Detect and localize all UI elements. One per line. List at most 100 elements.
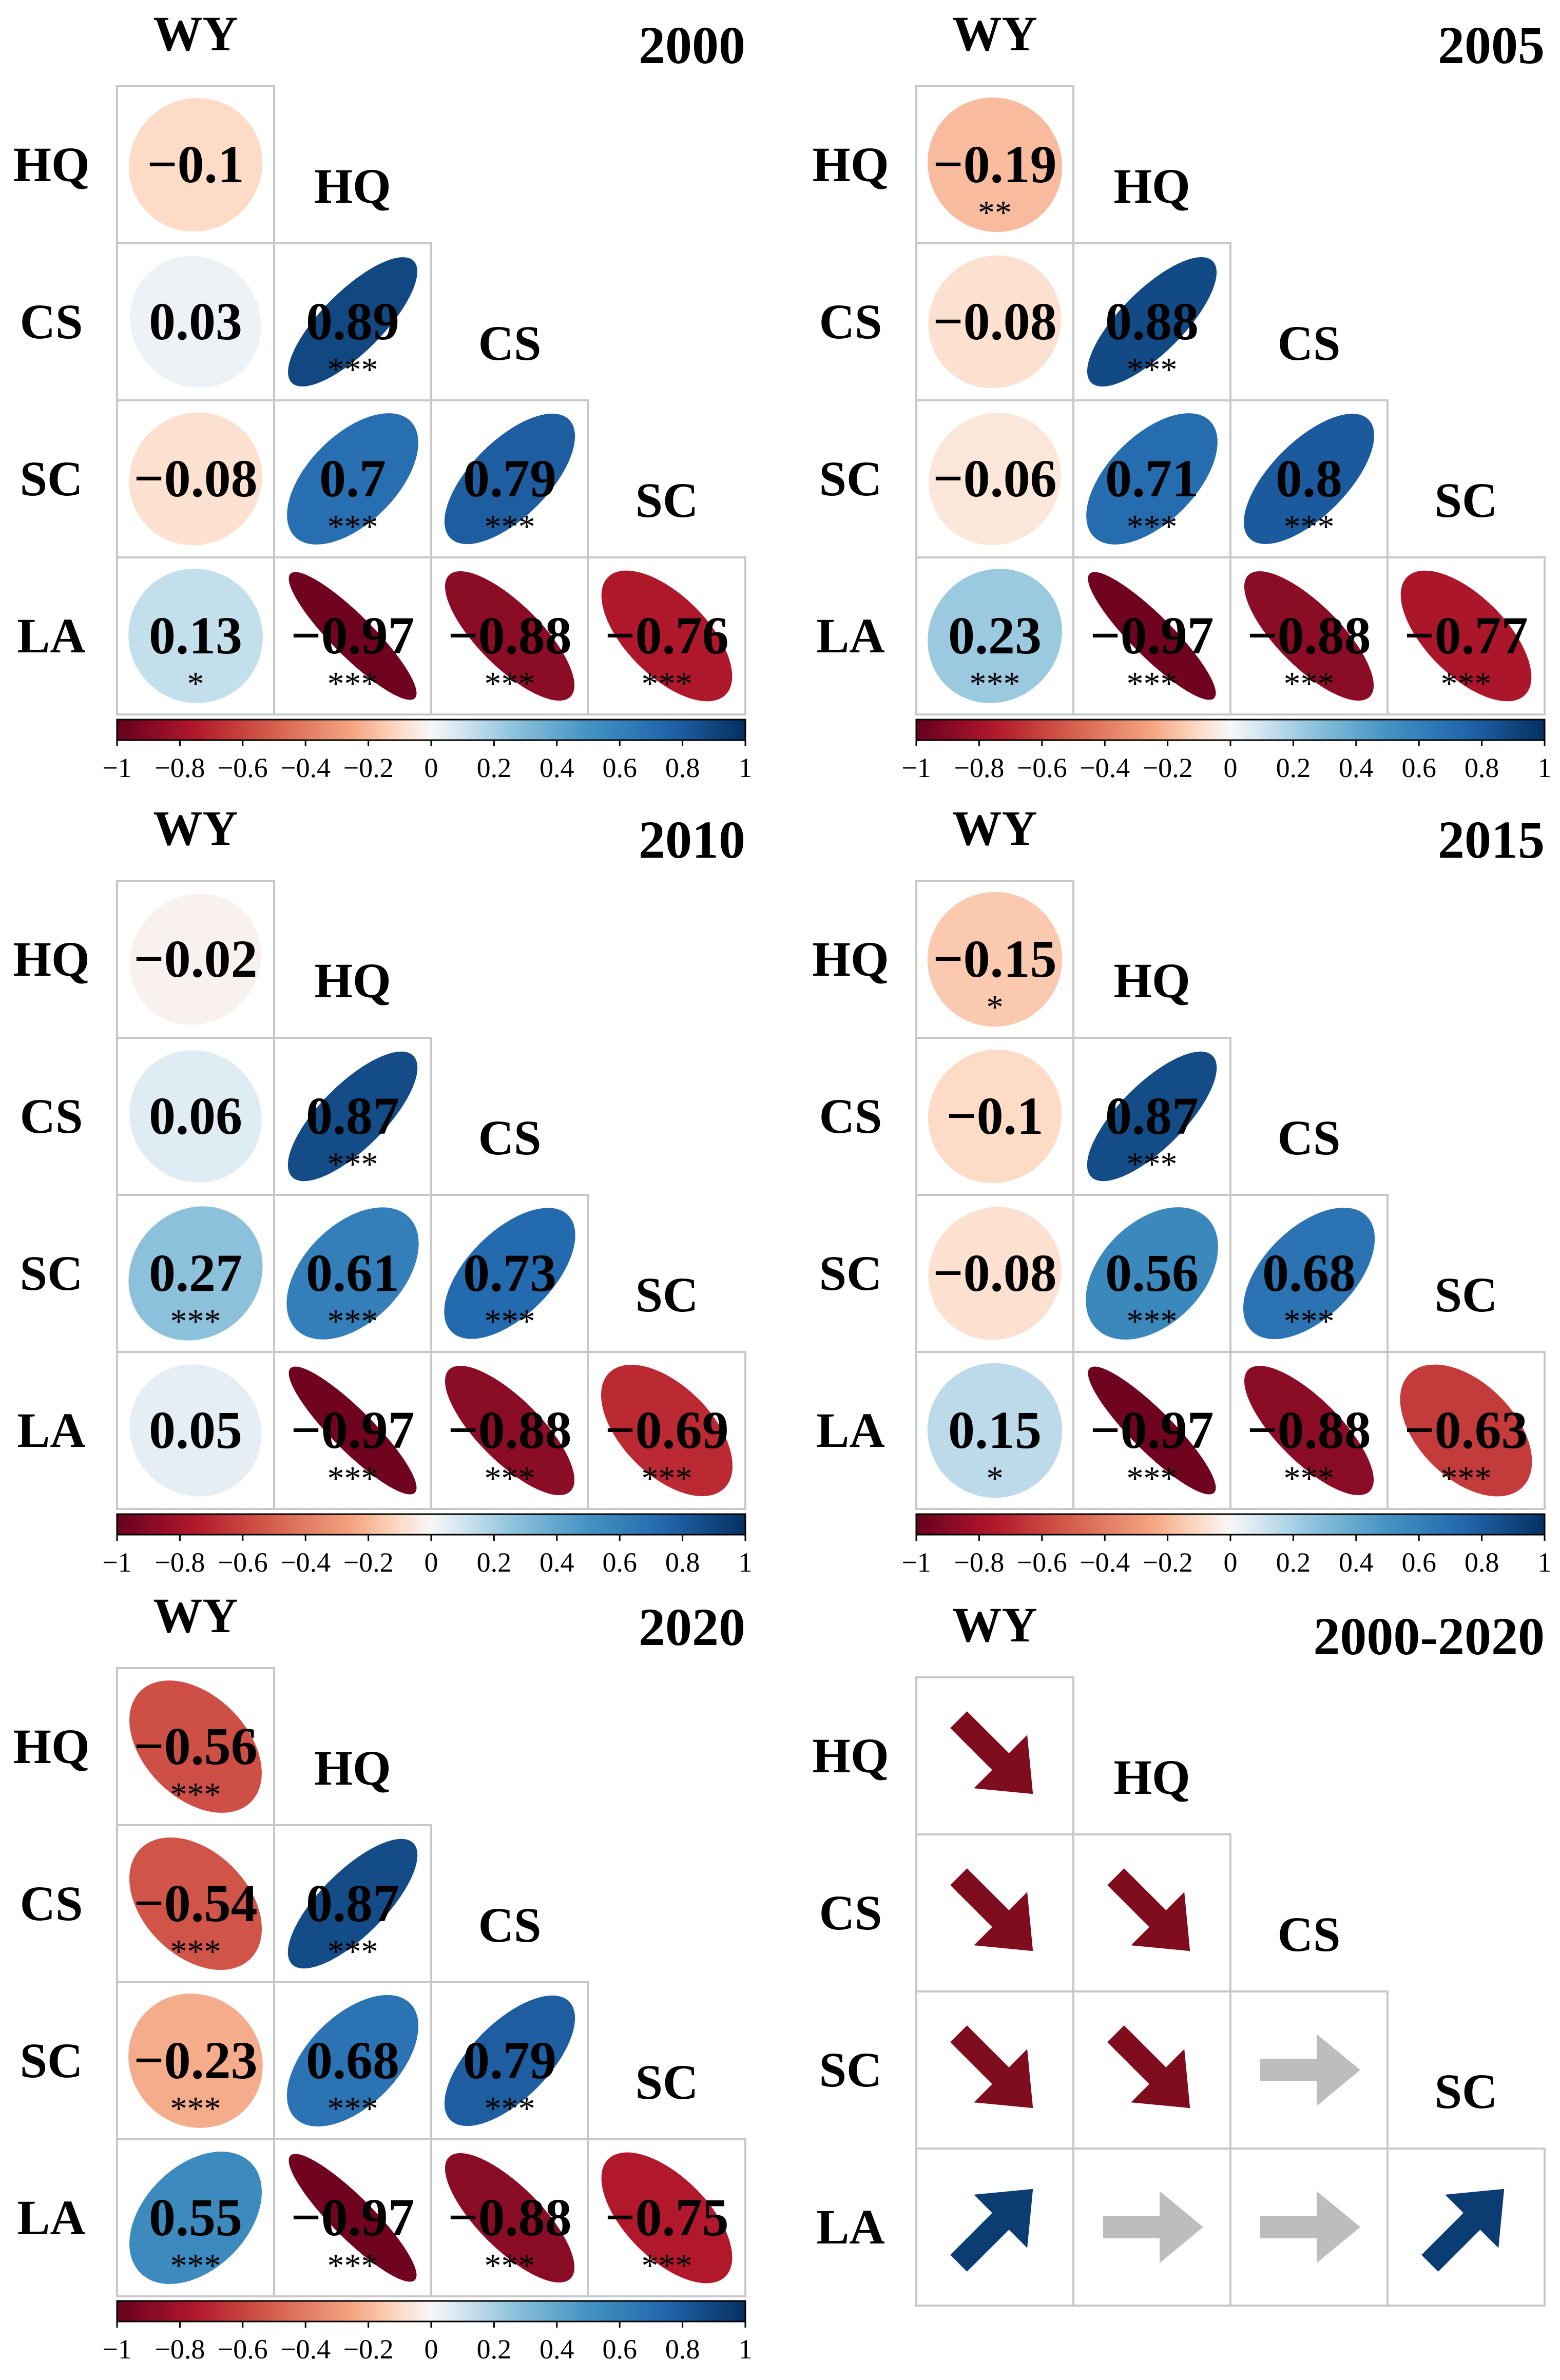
correlation-ellipse [129,1680,262,1813]
column-label-wy: WY [153,1588,238,1643]
correlation-value: −0.88 [1247,606,1371,665]
row-label-sc: SC [20,451,83,506]
correlation-value: −0.54 [133,1874,257,1933]
significance-stars: *** [328,1146,378,1183]
correlation-ellipse [287,413,418,545]
correlation-ellipse [128,1994,263,2128]
correlation-value: −0.97 [1090,606,1214,665]
correlation-value: −0.15 [933,930,1056,989]
colorbar-tick-label: −0.8 [954,752,1004,783]
correlation-ellipse [128,98,263,232]
significance-stars: *** [485,2247,535,2285]
correlation-ellipse [445,2153,575,2283]
correlation-ellipse [128,1206,263,1341]
correlation-ellipse [929,413,1061,545]
significance-stars: *** [170,1933,221,1970]
colorbar-tick-label: 0.4 [1339,1547,1374,1578]
colorbar-tick-label: 0.4 [1339,752,1374,783]
colorbar-tick-label: −0.8 [155,752,205,783]
colorbar-tick-label: 0.4 [540,1547,574,1578]
panel-2000-2020: 2000-2020 HQ CS SC LA WY HQ CS SC [812,1597,1546,2307]
correlation-value: 0.68 [1262,1244,1356,1303]
colorbar-tick-label: 0.2 [1276,1547,1311,1578]
correlation-value: 0.03 [149,292,242,351]
correlation-value: 0.13 [149,606,242,665]
trend-arrow-increase [950,2189,1033,2272]
significance-stars: *** [1127,508,1178,546]
correlation-ellipse [928,255,1062,389]
correlation-value: −0.88 [448,606,571,665]
panel-title: 2015 [1438,810,1545,869]
colorbar-tick-label: −0.4 [1080,752,1130,783]
trend-arrow-increase [1421,2189,1505,2272]
correlation-value: 0.7 [319,449,386,508]
row-label-hq: HQ [812,932,889,986]
significance-stars: *** [485,508,535,546]
correlation-ellipse [1088,1366,1216,1495]
column-label-sc: SC [1435,473,1498,528]
significance-stars: * [987,989,1004,1026]
colorbar-tick-label: −0.6 [218,2334,268,2365]
correlation-ellipse [601,2152,733,2284]
correlation-value: −0.88 [1247,1401,1371,1460]
significance-stars: *** [1127,1460,1178,1497]
colorbar-tick-label: 0.6 [1401,752,1436,783]
colorbar: −1 −0.8 −0.6 −0.4 −0.2 0 0.2 0.4 0.6 0.8 1 [901,719,1552,783]
trend-arrow-decrease [950,1711,1033,1794]
correlation-value: −0.88 [448,2188,571,2247]
correlation-ellipse [1244,571,1374,701]
column-label-hq: HQ [1113,953,1190,1008]
row-label-sc: SC [819,1246,882,1301]
correlation-ellipse [601,1364,733,1497]
colorbar-tick-label: 0.8 [665,752,700,783]
correlation-ellipse [1244,414,1374,544]
correlation-value: −0.76 [605,606,728,665]
correlation-ellipse [928,1049,1062,1184]
colorbar-gradient [915,719,1546,741]
correlation-value: 0.73 [463,1244,556,1303]
colorbar-tick-label: −0.2 [343,752,394,783]
significance-stars: *** [328,1933,378,1970]
colorbar: −1 −0.8 −0.6 −0.4 −0.2 0 0.2 0.4 0.6 0.8 1 [102,719,753,783]
significance-stars: *** [642,665,692,703]
colorbar-tick-label: 0.2 [477,752,512,783]
correlation-value: −0.97 [291,606,414,665]
correlation-value: 0.88 [1105,292,1199,351]
significance-stars: *** [1284,1460,1335,1497]
column-label-sc: SC [635,473,699,528]
row-label-cs: CS [819,1885,882,1940]
significance-stars: *** [1127,1146,1178,1183]
correlation-value: 0.87 [1105,1087,1199,1146]
column-label-sc: SC [635,2055,699,2110]
column-label-wy: WY [952,801,1037,856]
correlation-value: −0.97 [291,1401,414,1460]
column-label-hq: HQ [1113,159,1190,214]
row-label-cs: CS [20,1876,83,1931]
column-label-sc: SC [1435,2064,1498,2119]
significance-stars: *** [485,2090,535,2127]
row-label-hq: HQ [812,1728,889,1783]
significance-stars: *** [1284,665,1335,703]
grid-cell [587,556,746,715]
correlation-ellipse [445,1365,575,1496]
colorbar-tick-label: −0.2 [343,1547,394,1578]
column-label-cs: CS [478,316,542,371]
colorbar-tick-label: −1 [102,752,131,783]
correlation-value: 0.15 [948,1401,1042,1460]
grid-cell [587,2138,746,2297]
correlation-value: −0.1 [147,135,244,194]
correlation-value: −0.97 [291,2188,414,2247]
correlation-value: 0.05 [149,1401,242,1460]
colorbar-tick-label: −0.4 [280,2334,331,2365]
column-label-hq: HQ [1113,1750,1190,1805]
correlation-value: −0.06 [933,449,1056,508]
colorbar-tick-label: −0.6 [1017,1547,1067,1578]
correlation-ellipse [288,257,417,386]
colorbar-tick-label: −1 [102,1547,131,1578]
row-label-cs: CS [20,1089,83,1144]
column-label-hq: HQ [314,953,391,1008]
